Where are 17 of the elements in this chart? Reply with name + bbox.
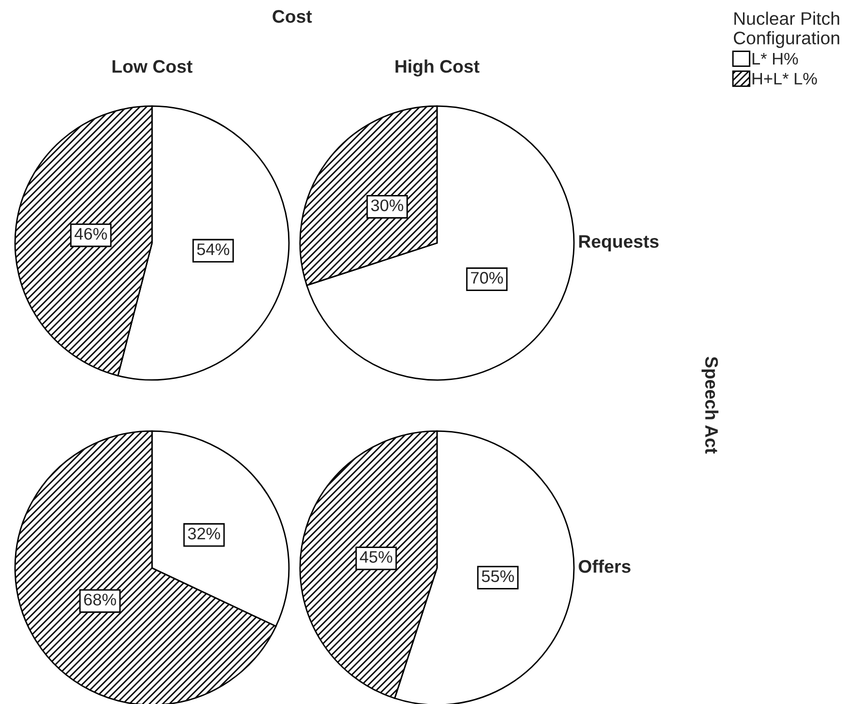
data-label: 32% — [188, 528, 220, 540]
data-label: 55% — [482, 570, 514, 582]
data-label: 54% — [197, 243, 230, 256]
text: Speech Act — [702, 356, 718, 454]
text: Requests — [579, 235, 659, 252]
legend-label: H+L* L% — [752, 72, 817, 85]
data-label: 45% — [360, 551, 392, 563]
legend-title: Nuclear Pitch Configuration — [734, 12, 840, 48]
data-label: 68% — [84, 594, 116, 606]
text: Offers — [578, 560, 630, 573]
text: Cost — [272, 10, 312, 23]
chart-title: High Cost — [396, 60, 480, 76]
data-label: 30% — [371, 199, 404, 212]
chart-title: Low Cost — [112, 60, 192, 73]
data-label: 70% — [471, 272, 503, 284]
data-label: 46% — [74, 228, 107, 240]
legend-label: L* H% — [752, 52, 798, 65]
